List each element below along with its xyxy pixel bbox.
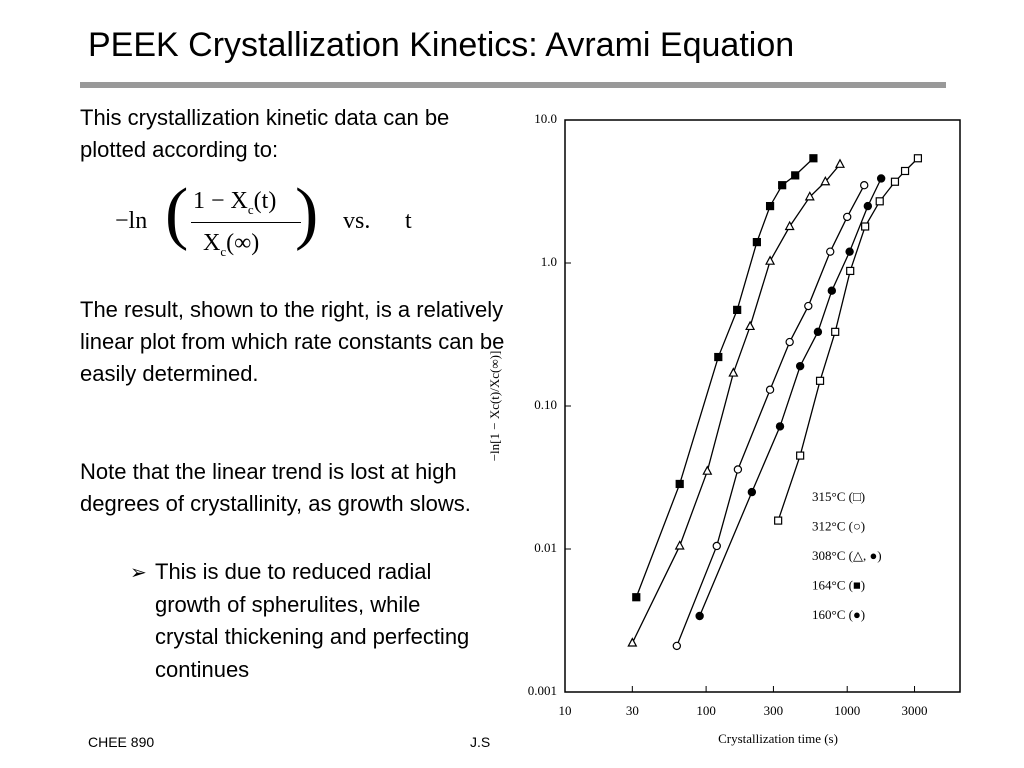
point: [774, 516, 783, 525]
paragraph: Note that the linear trend is lost at hi…: [80, 459, 471, 516]
point: [890, 177, 900, 186]
x-tick-label: 3000: [902, 703, 928, 718]
eq-prefix: −ln: [115, 208, 148, 234]
chart-bg: [508, 96, 1024, 768]
point: [728, 367, 739, 377]
point: [804, 301, 813, 311]
legend-entry: 308°C (△, ●): [812, 548, 882, 563]
eq-sub: c: [247, 201, 254, 217]
x-tick-label: 100: [696, 703, 716, 718]
point: [775, 422, 785, 431]
point: [846, 266, 855, 276]
point: [714, 352, 723, 362]
legend-entry: 160°C (●): [812, 607, 865, 622]
x-tick-label: 10: [559, 703, 572, 718]
point: [875, 197, 884, 206]
point: [876, 174, 886, 183]
point: [900, 166, 910, 176]
point: [745, 320, 756, 331]
point: [747, 487, 757, 497]
point: [804, 191, 815, 201]
x-tick-label: 30: [626, 703, 639, 718]
point: [785, 337, 794, 347]
y-tick-label: 0.01: [534, 540, 557, 555]
slide-title: PEEK Crystallization Kinetics: Avrami Eq…: [88, 26, 795, 64]
point: [765, 255, 776, 265]
point: [627, 637, 638, 647]
eq-vs: vs.: [343, 208, 371, 234]
point: [795, 361, 805, 371]
intro-text: This crystallization kinetic data can be…: [80, 105, 450, 162]
title-rule: [80, 82, 946, 88]
x-tick-label: 300: [764, 703, 784, 718]
eq-den: X: [203, 230, 221, 256]
x-tick-label: 1000: [834, 703, 860, 718]
point: [765, 385, 775, 394]
point: [845, 247, 854, 256]
eq-sub: c: [220, 243, 227, 259]
series-line: [777, 157, 919, 521]
point: [695, 611, 704, 621]
y-axis-label: −ln[1 − Xc(t)/Xc(∞)]: [487, 351, 502, 462]
point: [778, 181, 787, 190]
paragraph: The result, shown to the right, is a rel…: [80, 297, 505, 386]
eq-t: t: [405, 208, 412, 234]
point: [791, 171, 800, 180]
legend-entry: 315°C (□): [812, 489, 865, 504]
y-tick-label: 1.0: [541, 254, 557, 269]
point: [813, 327, 823, 337]
footer-mid: J.S: [470, 734, 491, 750]
eq-num: 1 − X: [193, 188, 248, 214]
equation: −ln ( 1 − Xc(t) Xc(∞) ) vs. t: [115, 175, 412, 259]
point: [863, 201, 873, 211]
point: [827, 286, 837, 295]
point: [820, 175, 831, 186]
x-axis-label: Crystallization time (s): [718, 731, 838, 746]
point: [733, 305, 742, 314]
y-tick-label: 0.001: [528, 683, 557, 698]
point: [702, 465, 713, 475]
point: [765, 201, 775, 211]
point: [861, 222, 870, 231]
point: [752, 238, 761, 247]
eq-den-arg: (∞): [226, 230, 260, 256]
point: [815, 376, 825, 385]
eq-num-arg: (t): [253, 188, 277, 214]
point: [843, 212, 852, 222]
point: [712, 541, 721, 551]
point: [733, 465, 743, 474]
point: [913, 154, 923, 163]
point: [632, 593, 641, 602]
bullet-text: This is due to reduced radial growth of …: [155, 559, 470, 682]
series-line: [631, 163, 841, 644]
point: [860, 180, 869, 190]
footer-left: CHEE 890: [88, 734, 155, 750]
legend-entry: 312°C (○): [812, 518, 865, 533]
point: [826, 247, 835, 256]
point: [672, 641, 682, 651]
point: [796, 451, 805, 460]
bullet-arrow: ➢: [130, 562, 147, 584]
y-tick-label: 0.10: [534, 397, 557, 412]
point: [809, 154, 818, 163]
y-tick-label: 10.0: [534, 111, 557, 126]
point: [784, 220, 795, 231]
point: [831, 327, 840, 336]
point: [675, 479, 684, 489]
point: [674, 540, 685, 550]
point: [834, 158, 845, 168]
legend-entry: 164°C (■): [812, 577, 865, 592]
